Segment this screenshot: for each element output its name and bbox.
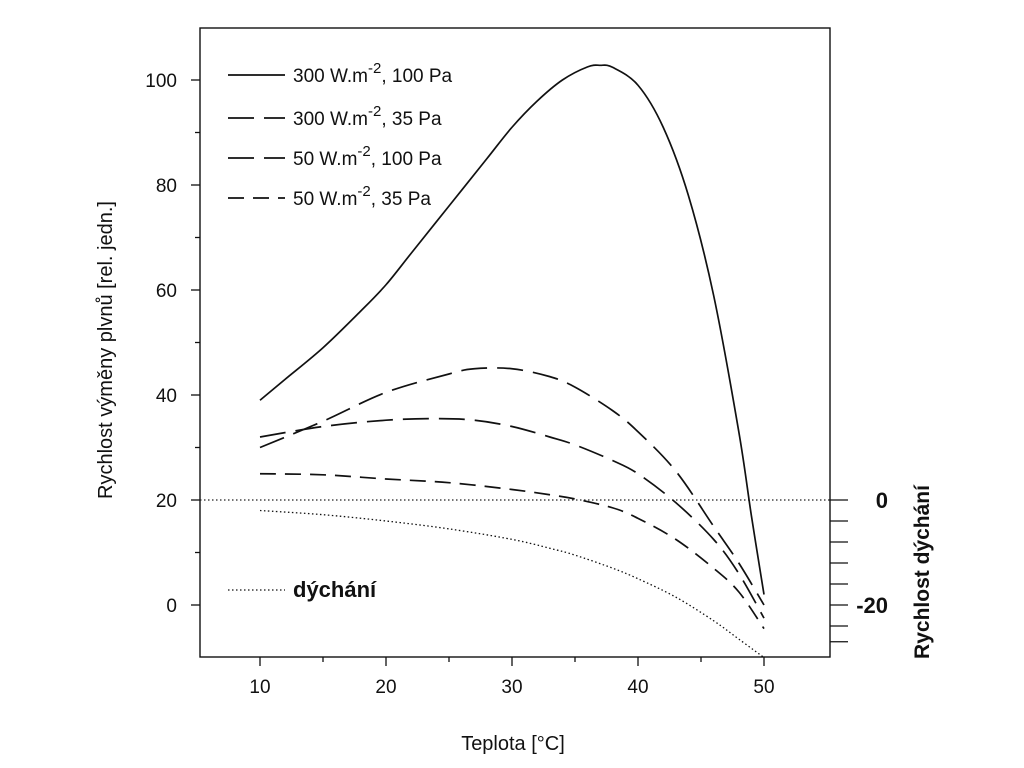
x-tick-label: 30 xyxy=(501,677,522,698)
x-tick-label: 40 xyxy=(627,677,648,698)
right-axis-ticks: 0 -20 xyxy=(830,488,888,643)
series-line-5 xyxy=(259,509,765,659)
y-tick-label: 40 xyxy=(156,386,177,407)
legend-label: 300 W.m-2, 35 Pa xyxy=(293,103,442,130)
y-axis-ticks: 0 20 40 60 80 100 xyxy=(145,71,200,617)
legend-label: 300 W.m-2, 100 Pa xyxy=(293,60,453,87)
x-tick-label: 50 xyxy=(753,677,774,698)
legend-label: dýchání xyxy=(293,577,377,602)
y-tick-label: 60 xyxy=(156,281,177,302)
series-line-2 xyxy=(259,367,765,606)
x-tick-label: 20 xyxy=(375,677,396,698)
legend-label: 50 W.m-2, 35 Pa xyxy=(293,183,431,210)
x-axis-title: Teplota [°C] xyxy=(461,733,565,755)
x-tick-label: 10 xyxy=(249,677,270,698)
y-tick-label: 0 xyxy=(166,596,177,617)
legend: 300 W.m-2, 100 Pa 300 W.m-2, 35 Pa 50 W.m-… xyxy=(228,60,453,602)
y-axis-title: Rychlost výměny plvnů [rel. jedn.] xyxy=(95,201,117,499)
x-axis-ticks: 10 20 30 40 50 xyxy=(249,657,775,698)
right-tick-label: -20 xyxy=(856,593,888,618)
y-tick-label: 100 xyxy=(145,71,177,92)
y-tick-label: 20 xyxy=(156,491,177,512)
right-tick-label: 0 xyxy=(876,488,888,513)
series-layer xyxy=(259,64,765,659)
y-tick-label: 80 xyxy=(156,176,177,197)
series-line-4 xyxy=(259,472,765,630)
series-line-1 xyxy=(259,64,765,595)
legend-label: 50 W.m-2, 100 Pa xyxy=(293,143,442,170)
right-axis-title: Rychlost dýchání xyxy=(911,484,934,659)
series-line-3 xyxy=(259,417,765,619)
